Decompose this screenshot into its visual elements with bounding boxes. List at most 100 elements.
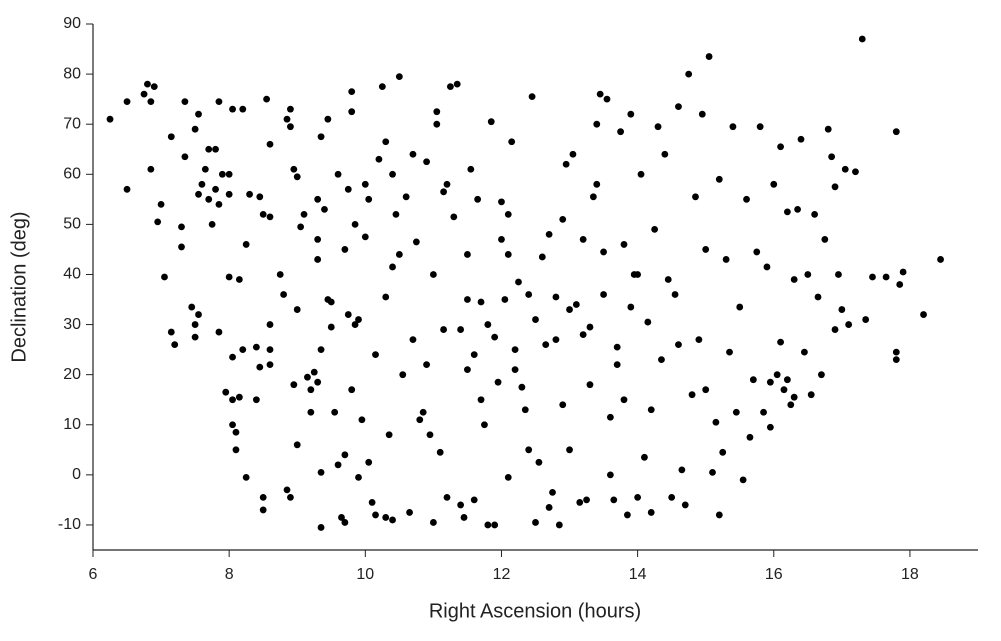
point xyxy=(726,348,733,356)
point xyxy=(896,281,904,288)
point xyxy=(389,263,396,271)
point xyxy=(457,501,465,509)
point xyxy=(293,441,301,449)
x-tick-label: 8 xyxy=(225,566,234,583)
point xyxy=(402,193,410,201)
point xyxy=(426,431,434,439)
point xyxy=(464,251,471,258)
point xyxy=(440,326,447,333)
point xyxy=(692,193,699,201)
x-tick-label: 14 xyxy=(629,566,647,583)
point xyxy=(266,321,274,328)
y-tick-label: 10 xyxy=(63,416,81,433)
point xyxy=(242,473,250,481)
point xyxy=(167,133,175,141)
point xyxy=(920,311,927,318)
point xyxy=(807,391,815,399)
point xyxy=(736,303,744,311)
point xyxy=(304,373,311,381)
point xyxy=(600,248,607,256)
point xyxy=(266,361,274,369)
point xyxy=(317,524,325,531)
point xyxy=(828,153,836,161)
point xyxy=(804,271,812,278)
x-tick-label: 18 xyxy=(901,566,919,583)
point xyxy=(487,118,495,126)
point xyxy=(307,408,315,416)
point xyxy=(218,170,226,178)
point xyxy=(212,145,219,153)
point xyxy=(178,243,185,251)
point xyxy=(300,210,308,218)
point xyxy=(365,458,373,466)
point xyxy=(589,193,597,201)
point xyxy=(409,336,417,343)
point xyxy=(229,396,236,404)
point xyxy=(287,105,294,113)
point xyxy=(232,446,240,454)
point xyxy=(191,321,199,328)
point xyxy=(624,511,631,519)
point xyxy=(501,296,509,303)
point xyxy=(477,396,485,404)
point xyxy=(232,428,240,436)
point xyxy=(770,180,778,188)
point xyxy=(634,271,642,278)
point xyxy=(389,516,396,524)
point xyxy=(150,83,158,91)
point xyxy=(858,35,866,43)
point xyxy=(147,165,155,173)
point xyxy=(338,514,345,521)
point xyxy=(566,306,573,313)
point xyxy=(341,451,349,459)
point xyxy=(620,396,628,404)
point xyxy=(620,241,628,248)
point xyxy=(777,338,784,346)
point xyxy=(198,180,206,188)
point xyxy=(256,363,264,371)
point xyxy=(783,376,791,384)
point xyxy=(606,471,614,479)
point xyxy=(205,145,213,153)
point xyxy=(392,210,400,218)
point xyxy=(511,346,519,354)
point xyxy=(436,448,444,456)
point xyxy=(406,509,413,516)
point xyxy=(188,303,196,311)
point xyxy=(695,336,703,343)
point xyxy=(678,466,686,474)
point xyxy=(545,504,553,511)
point xyxy=(641,453,648,461)
point xyxy=(252,396,260,404)
point xyxy=(831,326,839,333)
point xyxy=(760,408,767,416)
point xyxy=(287,494,294,501)
point xyxy=(715,175,723,183)
point xyxy=(801,348,808,356)
point xyxy=(606,413,614,421)
point xyxy=(634,494,642,501)
point xyxy=(157,200,165,208)
point xyxy=(613,343,621,351)
point xyxy=(467,165,475,173)
point xyxy=(627,303,635,311)
point xyxy=(457,326,465,333)
y-tick-label: 0 xyxy=(72,466,81,483)
point xyxy=(702,386,710,394)
point xyxy=(715,511,723,519)
point xyxy=(596,90,604,98)
point xyxy=(464,296,471,303)
y-tick-label: 20 xyxy=(63,366,81,383)
point xyxy=(334,461,342,469)
point xyxy=(892,356,900,364)
point xyxy=(579,236,587,243)
point xyxy=(154,218,162,226)
point xyxy=(290,381,298,389)
point xyxy=(195,110,202,118)
point xyxy=(324,115,332,123)
point xyxy=(586,381,594,389)
point xyxy=(280,291,288,298)
point xyxy=(259,210,267,218)
point xyxy=(331,408,339,416)
point xyxy=(538,253,546,261)
